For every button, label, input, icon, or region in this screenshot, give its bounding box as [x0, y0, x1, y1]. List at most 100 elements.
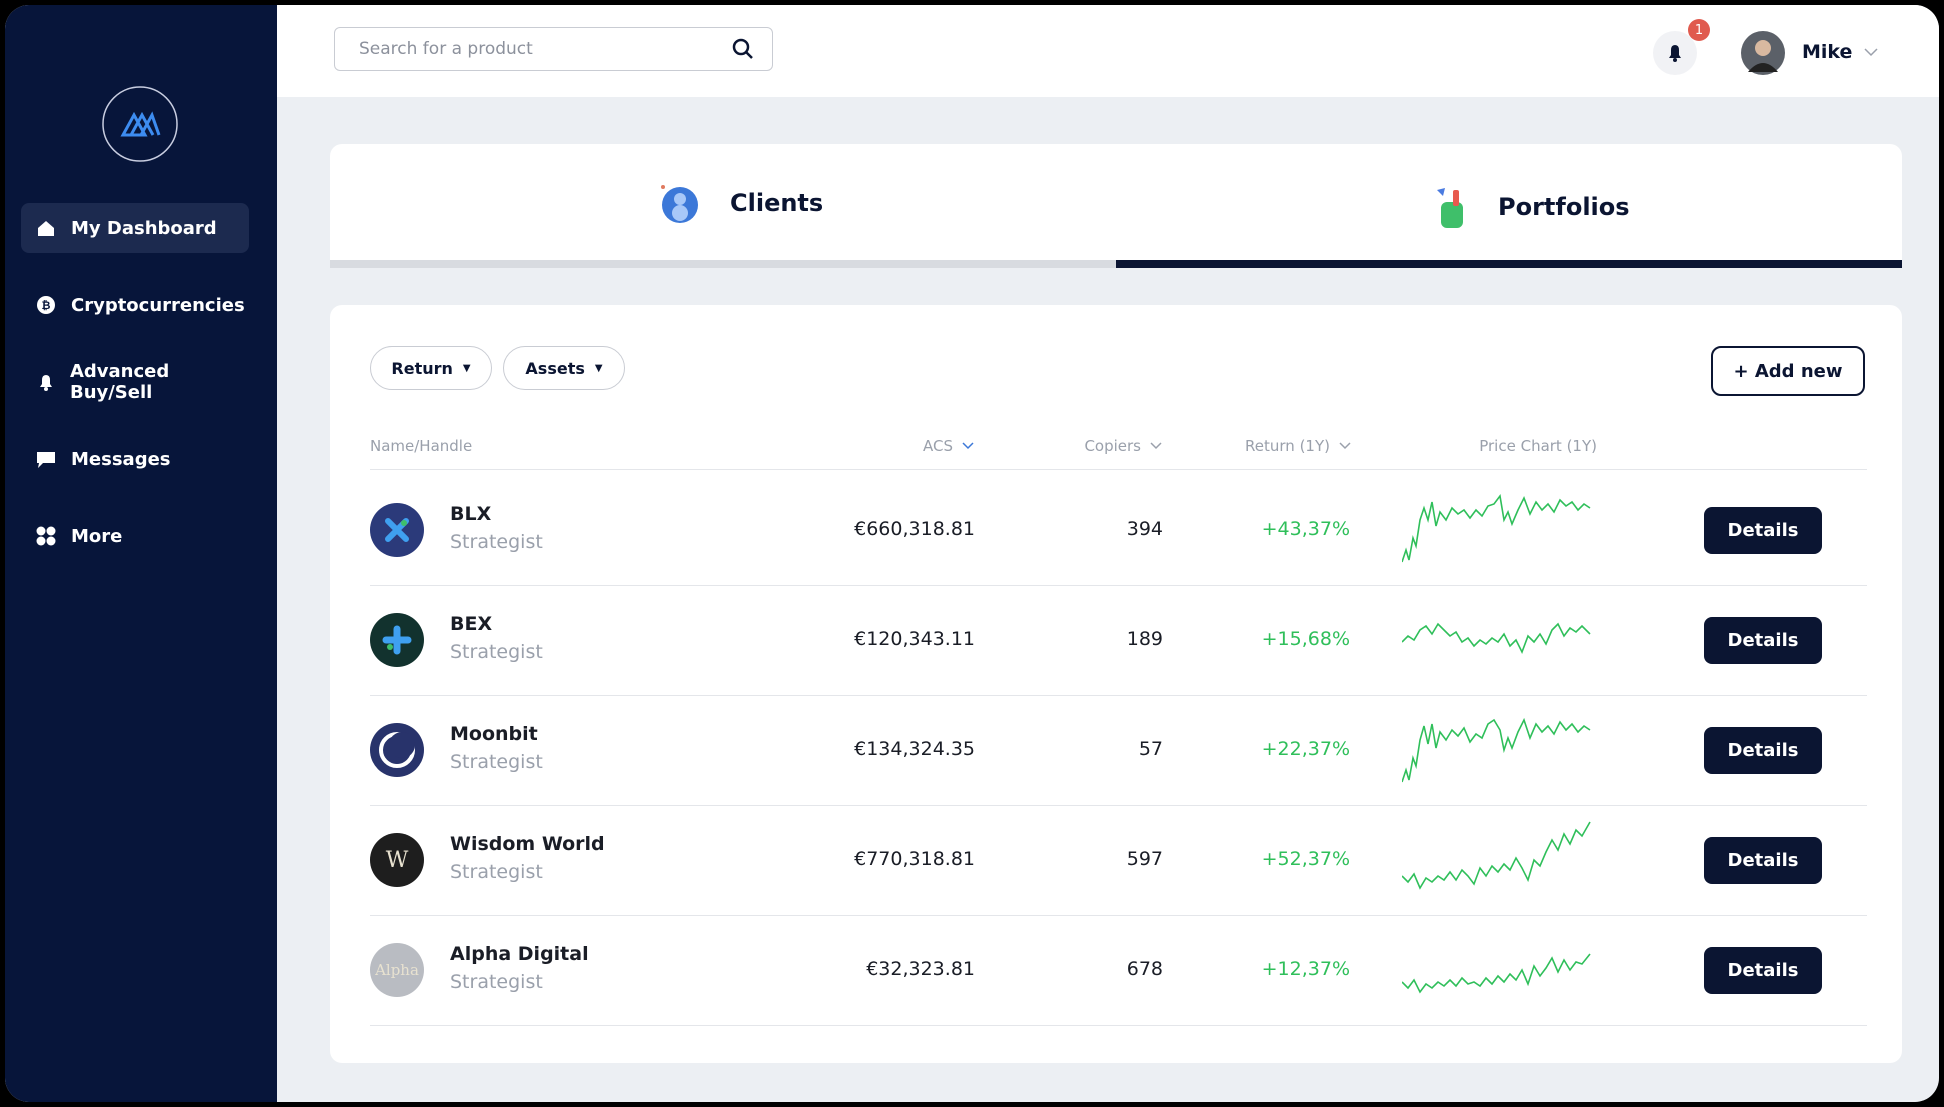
- nav-icon: [36, 526, 56, 546]
- nav-label: More: [71, 525, 123, 547]
- sparkline-path: [1401, 494, 1591, 563]
- filter-label: Return: [391, 358, 453, 378]
- row-logo: [370, 503, 424, 557]
- user-name[interactable]: Mike: [1802, 41, 1853, 63]
- details-button[interactable]: Details: [1704, 507, 1822, 554]
- user-menu-chevron[interactable]: [1863, 45, 1879, 59]
- row-divider: [370, 915, 1867, 916]
- portfolios-icon: [1437, 188, 1463, 228]
- logo: [102, 86, 178, 162]
- filter-button[interactable]: Return ▼: [370, 346, 492, 390]
- tab-underline-active: [1116, 260, 1902, 268]
- row-acs: €120,343.11: [854, 628, 975, 650]
- nav-icon: [40, 375, 52, 391]
- details-button[interactable]: Details: [1704, 947, 1822, 994]
- top-bar: Search for a product 1 Mike: [277, 5, 1939, 97]
- row-return: +22,37%: [1261, 738, 1350, 760]
- row-acs: €134,324.35: [854, 738, 975, 760]
- tab-label[interactable]: Clients: [730, 189, 824, 217]
- row-handle: Strategist: [450, 861, 543, 883]
- row-logo: Alpha: [370, 943, 424, 997]
- row-acs: €32,323.81: [866, 958, 975, 980]
- notification-badge: 1: [1688, 19, 1710, 41]
- row-handle: Strategist: [450, 971, 543, 993]
- nav-label: Messages: [71, 448, 171, 470]
- column-header: Name/Handle: [370, 437, 472, 455]
- price-sparkline: [1401, 600, 1592, 680]
- row-handle: Strategist: [450, 751, 543, 773]
- tabs-card: Clients Portfolios: [330, 144, 1902, 268]
- sort-chevron[interactable]: [961, 441, 975, 451]
- sparkline-path: [1401, 821, 1591, 890]
- tab-underline: [330, 260, 1116, 268]
- details-button[interactable]: Details: [1704, 837, 1822, 884]
- notification-bell[interactable]: [1653, 27, 1703, 77]
- price-sparkline: [1401, 820, 1592, 900]
- row-copiers: 189: [1126, 628, 1163, 650]
- row-acs: €770,318.81: [854, 848, 975, 870]
- column-header-label: Name/Handle: [370, 437, 473, 455]
- price-sparkline: [1401, 710, 1592, 790]
- nav-item[interactable]: ₿ Cryptocurrencies: [21, 280, 249, 330]
- column-header-label: Copiers: [1084, 437, 1141, 455]
- sparkline-path: [1401, 717, 1591, 783]
- table-card: [330, 305, 1902, 1063]
- svg-text:₿: ₿: [42, 299, 51, 312]
- header-divider: [370, 469, 1867, 470]
- filter-label: Assets: [525, 358, 585, 378]
- sort-chevron[interactable]: [1149, 441, 1163, 451]
- row-logo: [370, 613, 424, 667]
- row-divider: [370, 585, 1867, 586]
- search-icon[interactable]: [731, 37, 755, 61]
- sparkline-path: [1401, 622, 1591, 654]
- clients-icon: [661, 185, 698, 223]
- row-acs: €660,318.81: [854, 518, 975, 540]
- details-button[interactable]: Details: [1704, 617, 1822, 664]
- nav-item[interactable]: Advanced Buy/Sell: [21, 357, 249, 407]
- row-logo: W: [370, 833, 424, 887]
- row-name: Wisdom World: [450, 833, 605, 855]
- add-new-button[interactable]: + Add new: [1711, 346, 1865, 396]
- nav-item[interactable]: Messages: [21, 434, 249, 484]
- row-return: +52,37%: [1261, 848, 1350, 870]
- search-box[interactable]: Search for a product: [334, 27, 773, 71]
- sort-chevron[interactable]: [1338, 441, 1352, 451]
- price-sparkline: [1401, 490, 1592, 570]
- filter-button[interactable]: Assets ▼: [503, 346, 625, 390]
- row-return: +15,68%: [1261, 628, 1350, 650]
- nav-label: Advanced Buy/Sell: [69, 361, 170, 403]
- row-handle: Strategist: [450, 641, 543, 663]
- app-window: My Dashboard ₿ Cryptocurrencies Advanced Bu…: [5, 5, 1939, 1102]
- nav-label: Cryptocurrencies: [71, 294, 245, 316]
- row-return: +12,37%: [1261, 958, 1350, 980]
- column-header-label: Price Chart (1Y): [1479, 437, 1597, 455]
- details-button[interactable]: Details: [1704, 727, 1822, 774]
- row-divider: [370, 1025, 1867, 1026]
- row-name: BEX: [450, 613, 493, 635]
- column-header: Return (1Y): [1245, 437, 1352, 455]
- column-header-label: Return (1Y): [1245, 437, 1330, 455]
- row-name: Moonbit: [450, 723, 538, 745]
- nav-icon: ₿: [37, 296, 55, 314]
- nav-icon: [38, 221, 54, 236]
- row-name: BLX: [450, 503, 492, 525]
- tab-label[interactable]: Portfolios: [1498, 193, 1630, 221]
- sidebar: My Dashboard ₿ Cryptocurrencies Advanced Bu…: [5, 5, 277, 1102]
- nav-label: My Dashboard: [71, 217, 217, 239]
- row-copiers: 597: [1126, 848, 1163, 870]
- column-header: ACS: [923, 437, 975, 455]
- nav-item[interactable]: My Dashboard: [21, 203, 249, 253]
- row-logo-text: Alpha: [375, 961, 419, 979]
- row-copiers: 57: [1138, 738, 1163, 760]
- row-name: Alpha Digital: [450, 943, 589, 965]
- column-header: Copiers: [1084, 437, 1163, 455]
- column-header-label: ACS: [923, 437, 953, 455]
- row-copiers: 394: [1126, 518, 1163, 540]
- nav-icon: [37, 452, 55, 468]
- row-divider: [370, 695, 1867, 696]
- avatar[interactable]: [1740, 30, 1786, 76]
- sparkline-path: [1401, 953, 1591, 994]
- nav-item[interactable]: More: [21, 511, 249, 561]
- column-header: Price Chart (1Y): [1479, 437, 1597, 455]
- row-logo: [370, 723, 424, 777]
